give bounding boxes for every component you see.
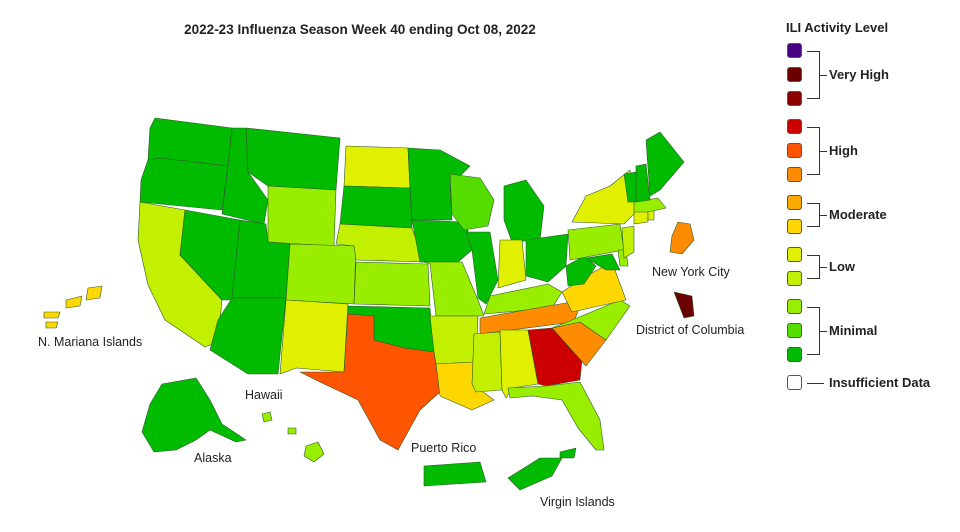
- state-AK[interactable]: [141, 377, 247, 453]
- state-CO[interactable]: [285, 243, 357, 305]
- legend-swatch-5: [787, 247, 802, 262]
- legend-swatch-4: [787, 271, 802, 286]
- legend-swatch-0: [787, 375, 802, 390]
- label-puerto-rico: Puerto Rico: [411, 441, 476, 455]
- legend-title: ILI Activity Level: [786, 20, 889, 35]
- state-WY[interactable]: [267, 185, 337, 247]
- state-MP-2[interactable]: [65, 295, 83, 309]
- label-dc: District of Columbia: [636, 323, 744, 337]
- state-MD[interactable]: [585, 253, 621, 271]
- state-IL[interactable]: [465, 231, 499, 305]
- legend-tick: [820, 74, 827, 76]
- legend-bracket: [807, 202, 820, 227]
- legend-bracket: [807, 50, 820, 99]
- legend-swatch-1: [787, 347, 802, 362]
- legend-tick: [820, 266, 827, 268]
- legend-label: High: [829, 142, 858, 158]
- legend-bracket: [807, 306, 820, 355]
- state-MA[interactable]: [633, 197, 667, 213]
- state-WI[interactable]: [449, 173, 495, 231]
- state-VI-2[interactable]: [559, 447, 577, 459]
- legend-label: Low: [829, 258, 855, 274]
- state-MP[interactable]: [85, 285, 103, 301]
- label-hawaii: Hawaii: [245, 388, 283, 402]
- state-NE[interactable]: [335, 223, 425, 263]
- state-MO[interactable]: [423, 261, 485, 317]
- label-virgin-islands: Virgin Islands: [540, 495, 615, 509]
- legend-swatch-3: [787, 299, 802, 314]
- state-ME[interactable]: [645, 131, 685, 197]
- state-MS[interactable]: [471, 331, 503, 393]
- label-mariana: N. Mariana Islands: [38, 335, 142, 349]
- legend-swatch-11: [787, 91, 802, 106]
- state-MT[interactable]: [245, 127, 341, 191]
- legend-tick: [820, 330, 827, 332]
- label-nyc: New York City: [652, 265, 731, 279]
- state-TX[interactable]: [299, 313, 441, 451]
- us-map: N. Mariana Islands Alaska Hawaii Puerto …: [38, 117, 744, 509]
- map-title: 2022-23 Influenza Season Week 40 ending …: [184, 22, 536, 37]
- legend: ILI Activity Level Very High High Moderate…: [782, 20, 952, 390]
- state-MI[interactable]: [503, 179, 545, 243]
- legend-swatch-2: [787, 323, 802, 338]
- state-KY[interactable]: [483, 283, 563, 315]
- state-IN[interactable]: [497, 239, 527, 289]
- state-FL[interactable]: [507, 381, 605, 451]
- state-DC[interactable]: [673, 291, 695, 319]
- state-MN[interactable]: [407, 147, 471, 221]
- state-TN[interactable]: [479, 299, 583, 335]
- state-HI[interactable]: [303, 441, 325, 463]
- legend-tick: [820, 214, 827, 216]
- legend-swatch-10: [787, 119, 802, 134]
- state-MP-3[interactable]: [43, 311, 61, 319]
- legend-swatch-13: [787, 43, 802, 58]
- state-HI-3[interactable]: [261, 411, 273, 423]
- legend-swatch-8: [787, 167, 802, 182]
- state-IA[interactable]: [411, 219, 473, 263]
- state-KS[interactable]: [353, 261, 431, 307]
- state-OR[interactable]: [139, 157, 229, 211]
- legend-swatch-9: [787, 143, 802, 158]
- state-NH[interactable]: [635, 163, 651, 203]
- state-NJ[interactable]: [621, 225, 635, 259]
- state-SD[interactable]: [339, 185, 413, 229]
- legend-tick: [820, 150, 827, 152]
- state-NY[interactable]: [571, 169, 637, 225]
- legend-swatch-7: [787, 195, 802, 210]
- legend-bracket: [807, 254, 820, 279]
- legend-label: Moderate: [829, 206, 887, 222]
- state-VI[interactable]: [507, 457, 563, 491]
- state-NV[interactable]: [179, 209, 241, 301]
- state-HI-2[interactable]: [287, 427, 297, 435]
- state-OH[interactable]: [525, 233, 569, 283]
- state-NYC[interactable]: [669, 221, 695, 255]
- state-AR[interactable]: [429, 315, 479, 365]
- state-MP-4[interactable]: [45, 321, 59, 329]
- legend-label: Insufficient Data: [829, 374, 931, 390]
- label-alaska: Alaska: [194, 451, 232, 465]
- legend-swatch-12: [787, 67, 802, 82]
- legend-bracket: [807, 126, 820, 175]
- state-NM[interactable]: [279, 299, 349, 375]
- legend-swatch-6: [787, 219, 802, 234]
- state-PR[interactable]: [423, 461, 487, 487]
- legend-label: Minimal: [829, 322, 878, 338]
- state-ND[interactable]: [343, 145, 411, 189]
- legend-label: Very High: [829, 66, 889, 82]
- state-PA[interactable]: [567, 223, 625, 261]
- legend-tick: [807, 382, 824, 384]
